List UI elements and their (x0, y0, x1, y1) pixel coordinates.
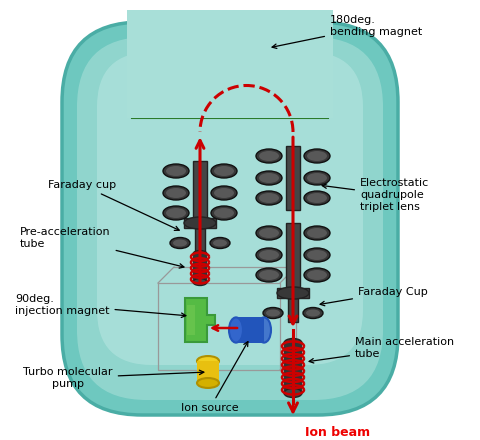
Text: Pre-acceleration
tube: Pre-acceleration tube (20, 227, 184, 268)
Text: Turbo molecular
pump: Turbo molecular pump (23, 367, 204, 389)
Text: 180deg.
bending magnet: 180deg. bending magnet (272, 15, 422, 48)
Ellipse shape (304, 191, 330, 205)
Ellipse shape (304, 171, 330, 185)
Ellipse shape (256, 149, 282, 163)
Ellipse shape (303, 308, 323, 319)
Ellipse shape (307, 173, 327, 183)
Ellipse shape (304, 248, 330, 262)
Ellipse shape (277, 287, 309, 299)
Text: Faraday cup: Faraday cup (48, 180, 179, 231)
Ellipse shape (256, 226, 282, 240)
Ellipse shape (163, 164, 189, 178)
Ellipse shape (193, 250, 207, 257)
Ellipse shape (257, 317, 271, 343)
Ellipse shape (256, 191, 282, 205)
Bar (277, 288, 309, 298)
Bar (197, 361, 219, 383)
Ellipse shape (229, 317, 243, 343)
Ellipse shape (304, 149, 330, 163)
Ellipse shape (263, 308, 283, 319)
Ellipse shape (213, 239, 227, 246)
Ellipse shape (307, 270, 327, 280)
Bar (193, 254, 207, 282)
Ellipse shape (170, 238, 190, 249)
Ellipse shape (193, 279, 207, 286)
Ellipse shape (284, 389, 302, 397)
Ellipse shape (173, 239, 187, 246)
Ellipse shape (304, 226, 330, 240)
Ellipse shape (307, 228, 327, 238)
Ellipse shape (184, 217, 216, 229)
Ellipse shape (306, 309, 320, 316)
Ellipse shape (266, 309, 280, 316)
Ellipse shape (214, 208, 234, 218)
Ellipse shape (307, 193, 327, 203)
Wedge shape (173, 61, 287, 118)
Ellipse shape (259, 151, 279, 161)
Bar (286, 223, 300, 287)
Ellipse shape (197, 378, 219, 388)
Ellipse shape (256, 268, 282, 282)
FancyBboxPatch shape (77, 37, 383, 400)
Bar (288, 298, 298, 322)
Ellipse shape (256, 171, 282, 185)
FancyBboxPatch shape (97, 52, 363, 365)
Text: Ion source: Ion source (181, 341, 248, 413)
Text: Main acceleration
tube: Main acceleration tube (309, 337, 454, 363)
Ellipse shape (166, 208, 186, 218)
Text: Electrostatic
quadrupole
triplet lens: Electrostatic quadrupole triplet lens (322, 178, 429, 212)
Ellipse shape (304, 268, 330, 282)
Ellipse shape (166, 166, 186, 176)
Wedge shape (140, 28, 320, 118)
Ellipse shape (259, 173, 279, 183)
Ellipse shape (163, 186, 189, 200)
Bar (195, 228, 205, 252)
Ellipse shape (214, 166, 234, 176)
Text: Faraday Cup: Faraday Cup (320, 287, 428, 306)
Ellipse shape (259, 250, 279, 260)
Bar (127, 10, 333, 118)
Polygon shape (185, 298, 215, 342)
Wedge shape (132, 20, 328, 118)
Bar (187, 305, 195, 335)
FancyBboxPatch shape (62, 22, 398, 415)
Ellipse shape (197, 356, 219, 366)
Ellipse shape (256, 248, 282, 262)
Bar (286, 146, 300, 210)
Ellipse shape (259, 270, 279, 280)
Ellipse shape (307, 250, 327, 260)
Ellipse shape (214, 188, 234, 198)
Ellipse shape (211, 186, 237, 200)
Bar (184, 218, 216, 228)
Ellipse shape (259, 228, 279, 238)
Ellipse shape (284, 338, 302, 348)
Bar (236, 317, 264, 343)
Text: Ion beam: Ion beam (305, 425, 370, 439)
Ellipse shape (211, 206, 237, 220)
Text: 90deg.
injection magnet: 90deg. injection magnet (15, 294, 186, 318)
Ellipse shape (307, 151, 327, 161)
Ellipse shape (166, 188, 186, 198)
Ellipse shape (210, 238, 230, 249)
Ellipse shape (163, 206, 189, 220)
Wedge shape (150, 38, 310, 118)
Ellipse shape (211, 164, 237, 178)
Bar (193, 161, 207, 225)
Ellipse shape (259, 193, 279, 203)
Bar (284, 343, 302, 393)
